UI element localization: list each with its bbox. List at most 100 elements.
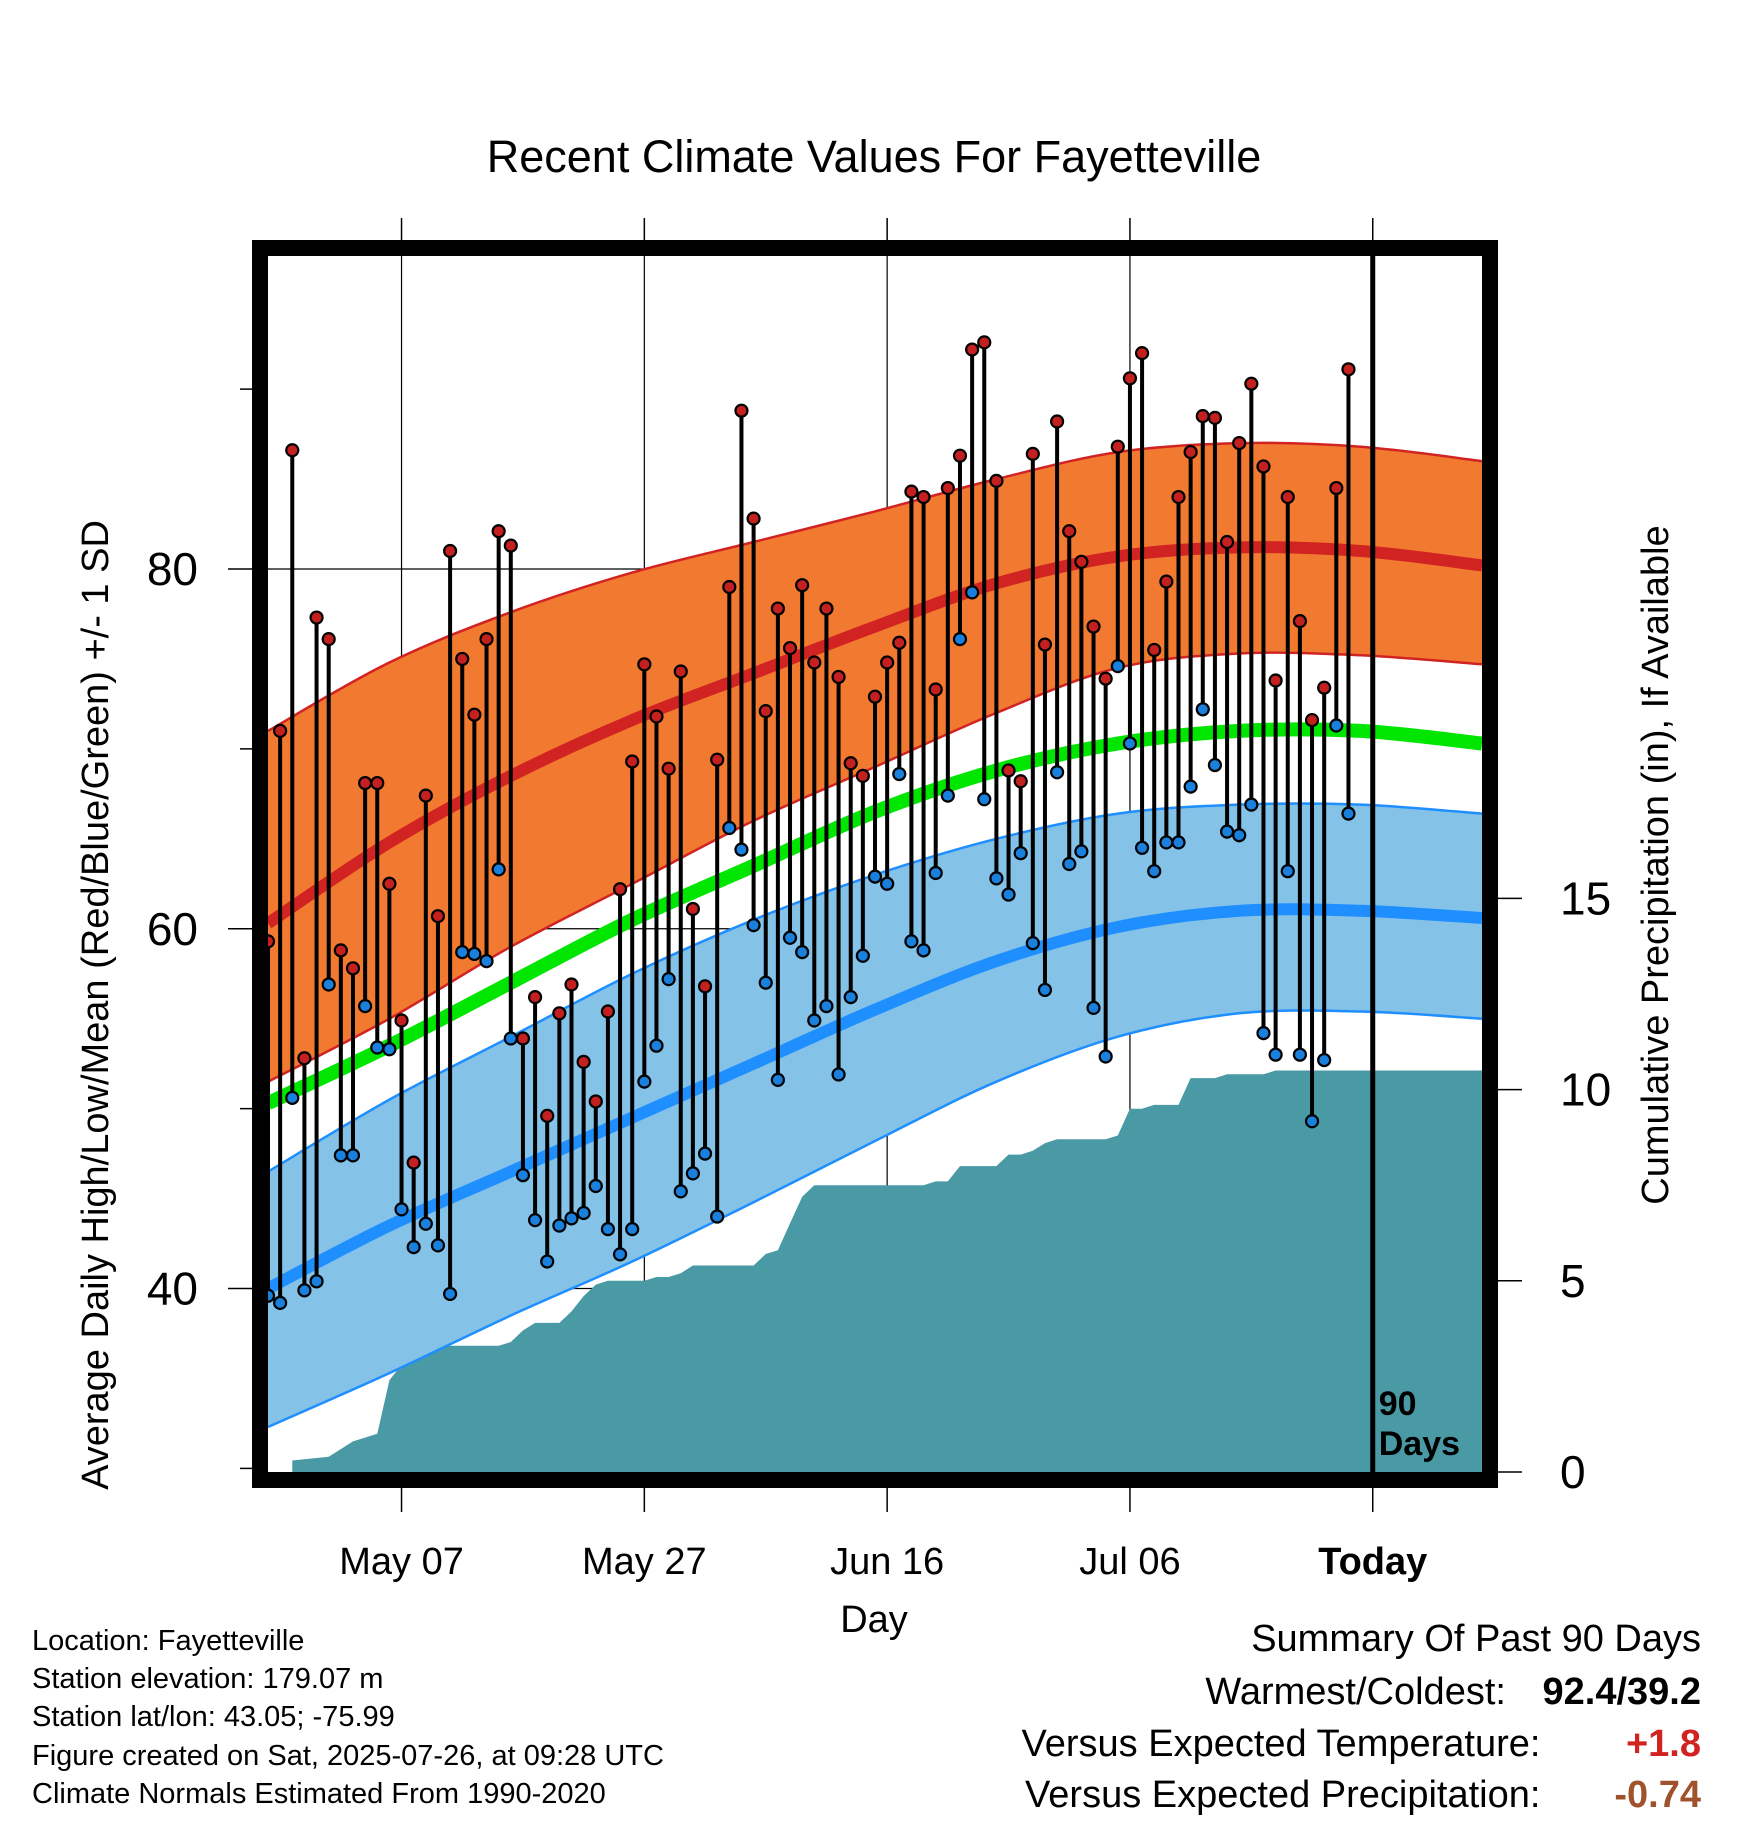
daily-high-point bbox=[831, 669, 846, 685]
summary-warmest-coldest: Warmest/Coldest: 92.4/39.2 bbox=[1205, 1671, 1701, 1714]
daily-low-point bbox=[600, 1222, 616, 1237]
daily-high-point bbox=[600, 1004, 616, 1019]
y-tick-label: 60 bbox=[147, 903, 198, 955]
daily-low-point bbox=[952, 632, 968, 647]
daily-low-point bbox=[1147, 864, 1162, 879]
daily-low-point bbox=[1256, 1025, 1271, 1041]
daily-high-point bbox=[1183, 444, 1198, 460]
latlon-text: Station lat/lon: 43.05; -75.99 bbox=[32, 1701, 395, 1733]
daily-high-point bbox=[1037, 637, 1053, 652]
daily-low-point bbox=[1086, 1000, 1101, 1016]
x-tick-label: Today bbox=[1318, 1541, 1427, 1583]
daily-low-point bbox=[430, 1238, 446, 1253]
daily-low-point bbox=[321, 977, 336, 992]
daily-high-point bbox=[503, 538, 518, 553]
daily-low-point bbox=[515, 1168, 531, 1183]
daily-high-point bbox=[515, 1031, 531, 1046]
high-sd-band-upper-edge bbox=[267, 441, 1483, 732]
daily-high-point bbox=[297, 1051, 312, 1066]
daily-high-point bbox=[940, 480, 955, 496]
daily-low-point bbox=[904, 934, 919, 949]
daily-high-point bbox=[1207, 410, 1223, 425]
daily-low-point bbox=[345, 1148, 361, 1163]
daily-high-point bbox=[491, 524, 506, 539]
daily-high-point bbox=[612, 882, 628, 897]
x-tick-label: Jul 06 bbox=[1079, 1541, 1180, 1583]
daily-low-point bbox=[273, 1295, 288, 1311]
y-axis-label: Average Daily High/Low/Mean (Red/Blue/Gr… bbox=[75, 520, 117, 1490]
daily-high-point bbox=[1086, 619, 1101, 634]
daily-high-point bbox=[1134, 346, 1150, 361]
daily-high-point bbox=[697, 979, 713, 994]
daily-low-point bbox=[758, 975, 773, 990]
daily-low-point bbox=[685, 1166, 701, 1181]
x-tick-label: May 07 bbox=[339, 1541, 464, 1583]
daily-high-point bbox=[746, 511, 761, 526]
daily-low-point bbox=[1280, 864, 1295, 879]
daily-high-point bbox=[1025, 446, 1040, 461]
daily-high-point bbox=[1256, 459, 1271, 474]
daily-low-point bbox=[1122, 736, 1138, 751]
y-tick-label: 80 bbox=[147, 543, 198, 595]
daily-high-point bbox=[1280, 489, 1295, 505]
daily-high-point bbox=[418, 788, 433, 803]
daily-high-point bbox=[916, 489, 931, 505]
daily-low-point bbox=[1171, 835, 1186, 850]
daily-high-point bbox=[333, 943, 348, 958]
elevation-text: Station elevation: 179.07 m bbox=[32, 1663, 384, 1695]
daily-low-point bbox=[795, 945, 810, 960]
daily-low-point bbox=[503, 1031, 518, 1046]
daily-high-point bbox=[1244, 376, 1259, 391]
location-text: Location: Fayetteville bbox=[32, 1625, 305, 1657]
daily-high-point bbox=[1341, 362, 1356, 377]
plot-frame bbox=[252, 240, 1498, 1488]
daily-high-point bbox=[345, 961, 361, 976]
y2-tick-label: 10 bbox=[1560, 1064, 1611, 1116]
daily-high-point bbox=[370, 775, 385, 791]
daily-low-point bbox=[637, 1074, 652, 1089]
daily-high-point bbox=[564, 977, 579, 992]
daily-high-point bbox=[637, 657, 652, 672]
daily-low-point bbox=[1134, 840, 1150, 855]
daily-low-point bbox=[1341, 806, 1356, 821]
daily-high-point bbox=[1122, 371, 1138, 386]
daily-high-point bbox=[1171, 489, 1186, 505]
daily-low-point bbox=[1159, 835, 1174, 850]
daily-low-point bbox=[1062, 856, 1077, 872]
daily-high-point bbox=[685, 901, 701, 917]
daily-low-point bbox=[892, 766, 907, 782]
daily-high-point bbox=[1013, 774, 1028, 789]
daily-high-point bbox=[1268, 673, 1283, 688]
daily-high-point bbox=[1001, 763, 1016, 778]
daily-high-point bbox=[649, 709, 664, 724]
daily-high-point bbox=[782, 641, 798, 656]
today-days-number: 90 bbox=[1379, 1385, 1417, 1423]
daily-high-point bbox=[430, 909, 446, 924]
today-days-label: Days bbox=[1379, 1425, 1460, 1463]
summary-precipitation: Versus Expected Precipitation: -0.74 bbox=[1025, 1774, 1701, 1817]
daily-low-point bbox=[1304, 1114, 1320, 1129]
daily-low-point bbox=[612, 1247, 628, 1262]
daily-high-point bbox=[807, 655, 822, 670]
daily-low-point bbox=[1292, 1047, 1308, 1062]
precipitation-fill bbox=[292, 1070, 1482, 1472]
daily-low-point bbox=[1232, 828, 1247, 843]
daily-low-point bbox=[1317, 1052, 1332, 1068]
daily-low-point bbox=[418, 1216, 433, 1231]
daily-high-point bbox=[819, 601, 834, 616]
x-axis-label: Day bbox=[840, 1599, 908, 1641]
daily-high-point bbox=[928, 682, 943, 697]
daily-low-point bbox=[880, 876, 895, 891]
summary-heading: Summary Of Past 90 Days bbox=[1251, 1618, 1701, 1660]
daily-low-point bbox=[588, 1178, 603, 1194]
daily-high-point bbox=[904, 484, 919, 499]
daily-low-point bbox=[527, 1213, 543, 1228]
x-tick-label: May 27 bbox=[582, 1541, 707, 1583]
daily-high-point bbox=[382, 876, 397, 891]
daily-low-point bbox=[649, 1038, 664, 1053]
daily-low-point bbox=[467, 946, 482, 962]
daily-low-point bbox=[819, 999, 834, 1014]
